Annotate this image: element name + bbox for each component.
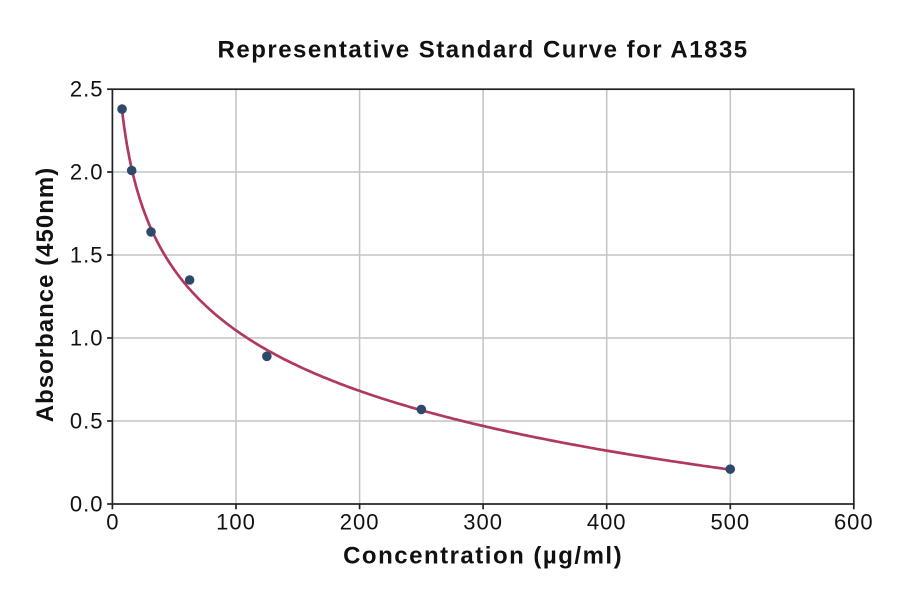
svg-text:Concentration (µg/ml): Concentration (µg/ml) [343,543,623,570]
svg-text:0.0: 0.0 [70,491,104,516]
svg-text:300: 300 [463,510,503,535]
svg-text:400: 400 [587,510,627,535]
svg-text:100: 100 [216,510,256,535]
svg-text:Absorbance (450nm): Absorbance (450nm) [32,167,59,422]
svg-text:500: 500 [710,510,750,535]
svg-text:1.5: 1.5 [70,242,104,267]
svg-text:200: 200 [340,510,380,535]
svg-text:2.0: 2.0 [70,159,104,184]
svg-text:0.5: 0.5 [70,408,104,433]
svg-text:600: 600 [834,510,874,535]
svg-text:2.5: 2.5 [70,77,104,102]
svg-text:Representative Standard Curve: Representative Standard Curve for A1835 [218,37,749,64]
svg-text:1.0: 1.0 [70,325,104,350]
svg-text:0: 0 [106,510,118,535]
